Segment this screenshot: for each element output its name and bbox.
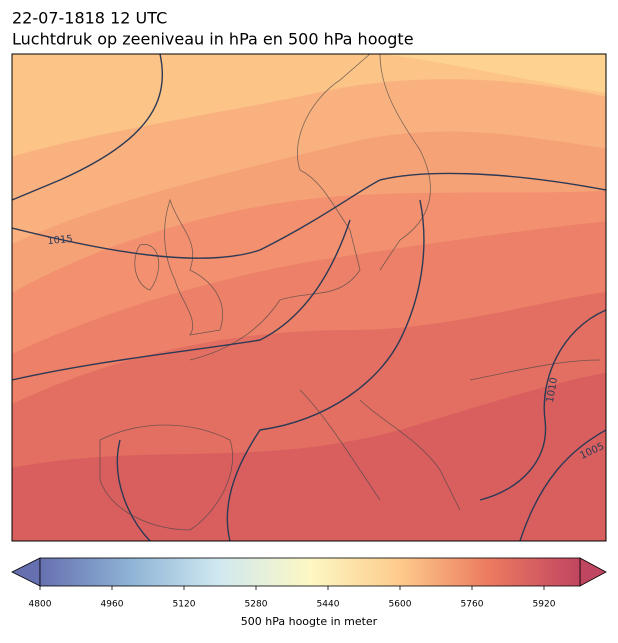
contour-label: 1015: [47, 234, 73, 247]
colorbar-tick-label: 5600: [389, 600, 412, 610]
colorbar-tick-label: 5280: [245, 600, 268, 610]
isobar: [12, 54, 164, 201]
coastline: [99, 424, 233, 531]
coastline: [379, 54, 431, 271]
colorbar-tick-label: 5120: [173, 600, 196, 610]
coastline: [189, 54, 371, 361]
map-frame: [11, 53, 607, 542]
coastline: [299, 359, 601, 511]
colorbar-tick-label: 4800: [29, 600, 52, 610]
band: [12, 54, 606, 157]
isobar: [519, 429, 606, 541]
colorbar: 500 hPa hoogte in meter 4800 4960 5120 5280…: [11, 557, 607, 628]
colorbar-body: [39, 557, 581, 587]
band: [380, 54, 606, 93]
isobar: [116, 439, 151, 541]
map: 1015 1010 1005: [12, 54, 606, 541]
contour-label: 1010: [545, 377, 560, 404]
colorbar-extend-low: [11, 557, 41, 587]
coastline: [164, 198, 224, 336]
isobar: [12, 172, 606, 259]
subtitle: Luchtdruk op zeeniveau in hPa en 500 hPa…: [12, 30, 414, 49]
colorbar-tick-label: 4960: [101, 600, 124, 610]
isobar: [226, 199, 425, 541]
colorbar-tick-label: 5760: [461, 600, 484, 610]
isobar: [479, 309, 606, 501]
coastline: [134, 244, 159, 291]
colorbar-tick-label: 5920: [533, 600, 556, 610]
isobar: [12, 219, 351, 381]
colorbar-label: 500 hPa hoogte in meter: [241, 615, 378, 628]
title: 22-07-1818 12 UTC: [12, 9, 167, 28]
colorbar-extend-high: [579, 557, 607, 587]
colorbar-tick-label: 5440: [317, 600, 340, 610]
